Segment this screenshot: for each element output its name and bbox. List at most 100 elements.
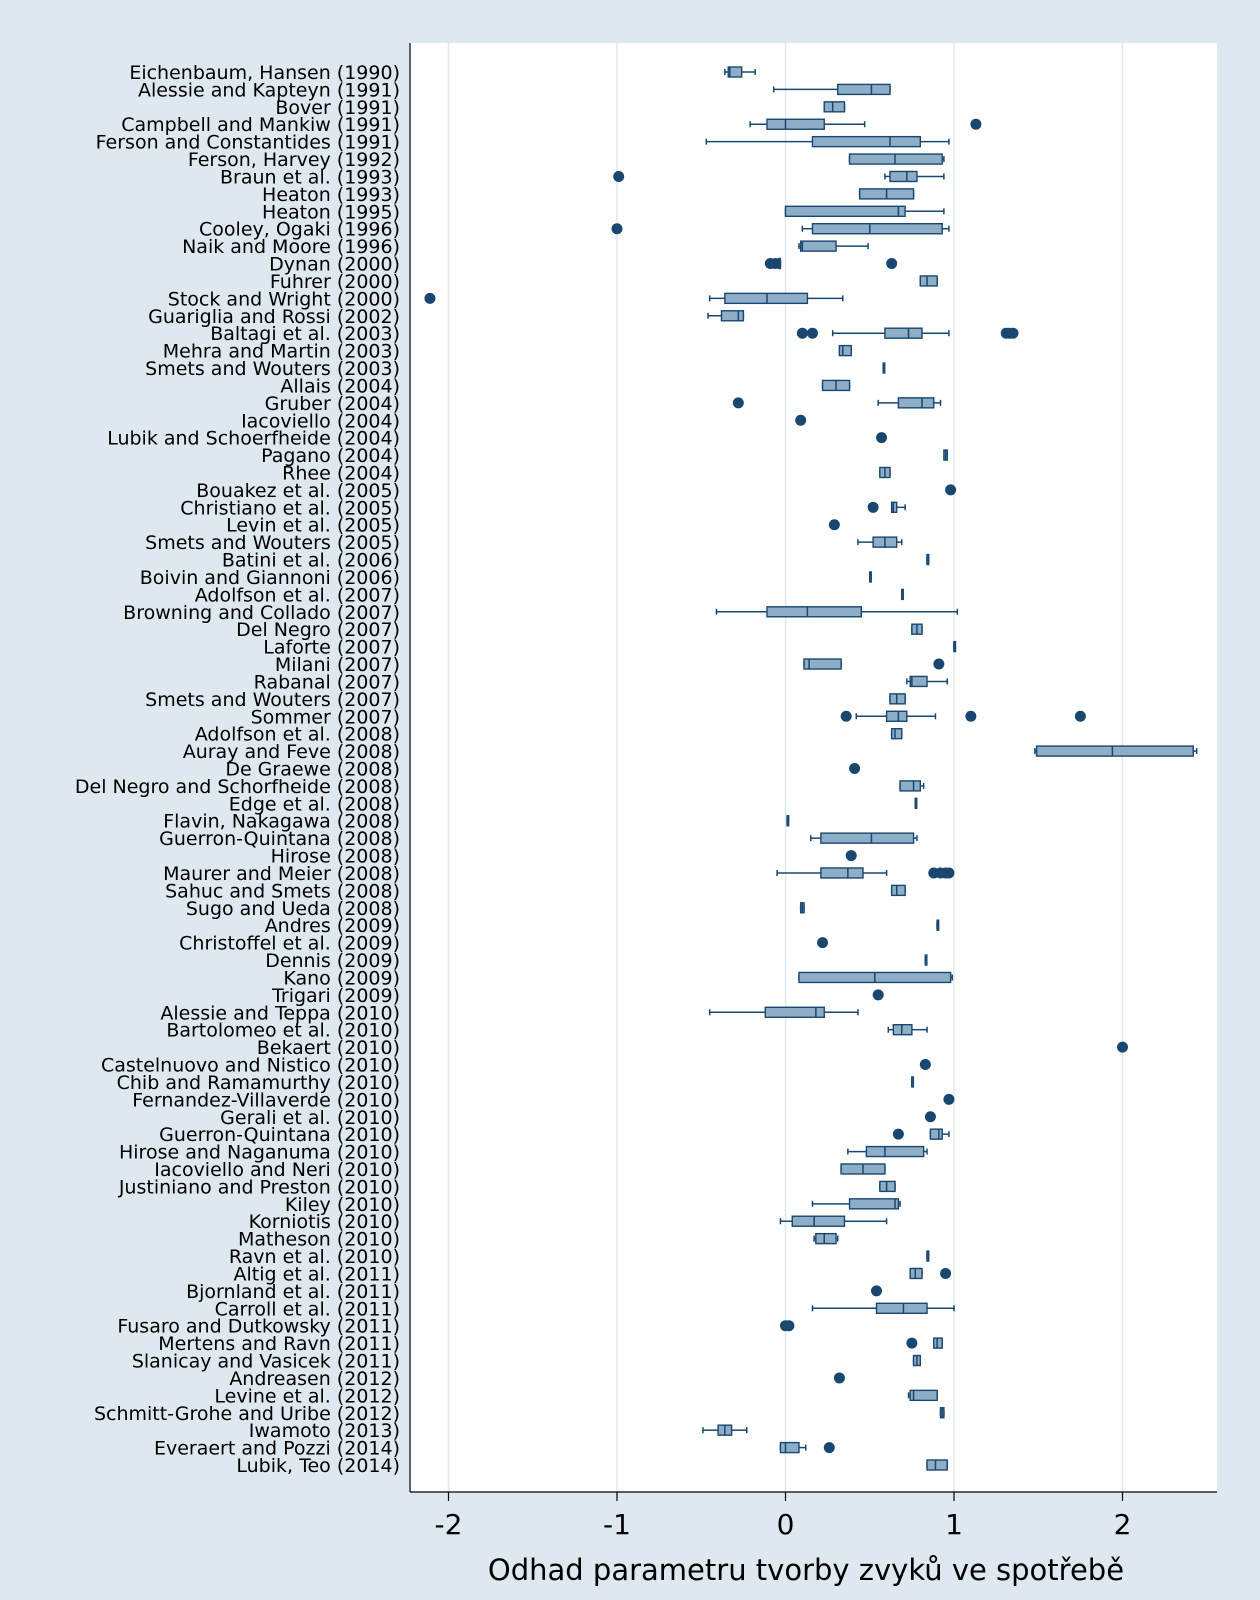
iqr-box xyxy=(875,1302,928,1314)
iqr-box xyxy=(929,1128,943,1140)
study-box xyxy=(889,693,906,705)
iqr-box xyxy=(823,101,846,113)
outlier-point xyxy=(892,1128,904,1140)
study-label: Gruber (2004) xyxy=(265,393,400,415)
study-box xyxy=(858,188,915,200)
study-label: Guerron-Quintana (2008) xyxy=(159,828,400,850)
iqr-box xyxy=(766,118,825,130)
outlier-point xyxy=(870,1285,882,1297)
study-box xyxy=(879,1180,896,1193)
y-labels: Eichenbaum, Hansen (1990)Alessie and Kap… xyxy=(75,62,400,1477)
study-box xyxy=(840,710,1086,722)
outlier-point xyxy=(1007,327,1019,339)
study-box xyxy=(724,66,756,78)
study-label: Adolfson et al. (2007) xyxy=(195,584,400,606)
study-box xyxy=(779,1441,835,1454)
study-label: Trigari (2009) xyxy=(271,985,400,1007)
study-label: Fuhrer (2000) xyxy=(270,271,400,293)
outlier-point xyxy=(876,432,888,444)
study-label: Bekaert (2010) xyxy=(257,1037,400,1059)
outlier-point xyxy=(611,223,623,235)
study-label: Edge et al. (2008) xyxy=(229,793,400,815)
outlier-point xyxy=(769,258,781,270)
study-box xyxy=(798,240,869,252)
iqr-box xyxy=(919,275,938,287)
x-ticks: -2 -1 0 1 2 xyxy=(435,1492,1132,1541)
study-label: Adolfson et al. (2008) xyxy=(195,724,400,746)
outlier-point xyxy=(943,1093,955,1105)
outlier-point xyxy=(906,1337,918,1349)
study-box xyxy=(953,640,957,653)
study-box xyxy=(901,588,904,601)
outlier-point xyxy=(732,397,744,409)
study-box xyxy=(813,1232,839,1245)
study-label: Bouakez et al. (2005) xyxy=(196,480,400,502)
x-tick-label: 2 xyxy=(1114,1508,1132,1541)
study-label: Slanicay and Vasicek (2011) xyxy=(132,1351,400,1373)
study-label: Iacoviello and Neri (2010) xyxy=(154,1159,400,1181)
study-label: Fusaro and Dutkowsky (2011) xyxy=(117,1316,400,1338)
study-box xyxy=(840,1163,886,1175)
study-box xyxy=(845,850,857,862)
study-label: Flavin, Nakagawa (2008) xyxy=(163,811,400,833)
outlier-point xyxy=(886,258,898,270)
study-box xyxy=(796,327,1019,339)
study-label: Allais (2004) xyxy=(280,375,400,397)
study-box xyxy=(810,832,918,844)
iqr-box xyxy=(820,867,864,879)
study-label: Braun et al. (1993) xyxy=(220,166,400,188)
study-label: Guerron-Quintana (2010) xyxy=(159,1124,400,1146)
outlier-point xyxy=(1117,1041,1128,1053)
study-box xyxy=(919,275,938,287)
study-label: Heaton (1993) xyxy=(262,184,400,206)
study-box xyxy=(924,954,928,966)
study-box xyxy=(708,1006,859,1018)
study-box xyxy=(911,1076,915,1088)
study-box xyxy=(848,153,945,165)
study-label: Castelnuovo and Nistico (2010) xyxy=(101,1055,400,1077)
study-label: Chib and Ramamurthy (2010) xyxy=(117,1072,400,1094)
iqr-box xyxy=(779,1441,800,1454)
study-label: Sommer (2007) xyxy=(251,706,400,728)
study-label: Levine et al. (2012) xyxy=(214,1385,400,1407)
x-axis-title: Odhad parametru tvorby zvyků ve spotřebě xyxy=(488,1553,1124,1587)
study-box xyxy=(867,501,906,514)
iqr-box xyxy=(764,1006,825,1018)
iqr-box xyxy=(890,501,898,514)
study-box xyxy=(907,1389,938,1402)
study-label: Andres (2009) xyxy=(265,915,400,937)
study-box xyxy=(926,1250,930,1262)
study-label: Ravn et al. (2010) xyxy=(229,1246,400,1268)
iqr-box xyxy=(899,780,922,792)
study-label: Smets and Wouters (2003) xyxy=(145,358,400,380)
study-label: Iwamoto (2013) xyxy=(249,1420,400,1442)
x-tick-label: 0 xyxy=(777,1508,795,1541)
grid-lines xyxy=(447,43,1124,1492)
study-box xyxy=(924,1111,936,1123)
study-label: Lubik, Teo (2014) xyxy=(236,1455,400,1477)
study-label: Guariglia and Rossi (2002) xyxy=(148,306,400,328)
study-box xyxy=(912,1354,922,1367)
study-box xyxy=(943,1093,955,1105)
outlier-point xyxy=(823,1442,835,1454)
study-box xyxy=(780,1320,795,1332)
study-box xyxy=(764,257,898,270)
study-box xyxy=(749,118,982,130)
iqr-box xyxy=(803,658,842,670)
study-box xyxy=(943,449,949,461)
study-box xyxy=(892,1128,950,1140)
study-box xyxy=(833,1372,845,1384)
study-label: Altig et al. (2011) xyxy=(234,1263,400,1285)
study-label: Fernandez-Villaverde (2010) xyxy=(132,1089,400,1111)
plot-area xyxy=(410,43,1217,1492)
outlier-point xyxy=(940,1267,952,1279)
outlier-point xyxy=(1074,710,1086,722)
outlier-point xyxy=(924,1111,936,1123)
study-label: Kano (2009) xyxy=(283,967,400,989)
outlier-point xyxy=(795,414,807,426)
study-label: Andreasen (2012) xyxy=(229,1368,400,1390)
iqr-box xyxy=(889,693,906,705)
iqr-box xyxy=(820,832,915,844)
study-box xyxy=(911,623,923,635)
iqr-box xyxy=(837,83,891,96)
